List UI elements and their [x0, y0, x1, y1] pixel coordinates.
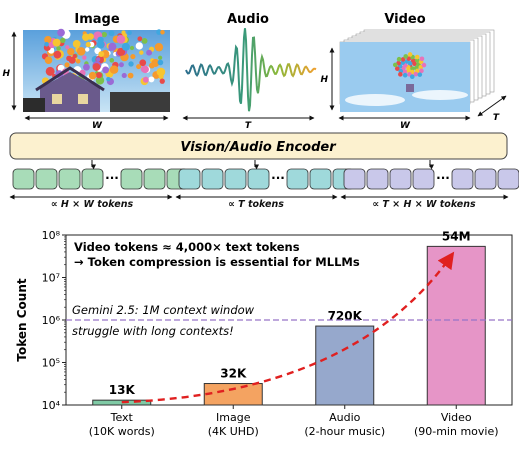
- x-tick-sublabel: (90-min movie): [414, 425, 499, 438]
- token-group-label-video: ∝ T × H × W tokens: [372, 199, 476, 210]
- video-height-label: H: [320, 75, 328, 85]
- token-ellipsis: ···: [436, 171, 450, 185]
- token-ellipsis: ···: [105, 171, 119, 185]
- bar-value-label: 720K: [328, 309, 363, 323]
- x-tick-label: Video: [441, 411, 472, 424]
- token-group-label-image: ∝ H × W tokens: [51, 199, 134, 210]
- token-block: [474, 168, 497, 190]
- token-block: [497, 168, 519, 190]
- encoder-box: [9, 132, 508, 160]
- audio-title: Audio: [227, 12, 269, 27]
- token-block: [366, 168, 389, 190]
- bar-image: [203, 383, 263, 406]
- token-ellipsis: ···: [271, 171, 285, 185]
- reference-text-2: struggle with long contexts!: [72, 324, 234, 338]
- token-block: [178, 168, 201, 190]
- y-tick-label: 10⁶: [42, 314, 61, 327]
- token-block: [120, 168, 143, 190]
- token-block: [81, 168, 104, 190]
- token-block: [58, 168, 81, 190]
- token-row: ··· ··· ···: [12, 160, 519, 190]
- y-tick-label: 10⁵: [42, 357, 60, 370]
- token-group-label-audio: ∝ T tokens: [228, 199, 284, 210]
- image-title: Image: [74, 12, 119, 27]
- bar-text: [92, 399, 152, 406]
- x-tick-sublabel: (4K UHD): [208, 425, 259, 438]
- token-block: [143, 168, 166, 190]
- token-block: [201, 168, 224, 190]
- annotation-line-1: Video tokens ≈ 4,000× text tokens: [74, 240, 300, 254]
- token-block: [12, 168, 35, 190]
- token-block: [286, 168, 309, 190]
- x-tick-sublabel: (10K words): [89, 425, 155, 438]
- token-block: [412, 168, 435, 190]
- audio-duration-label: T: [245, 121, 252, 131]
- token-count-chart: 10⁴ 10⁵ 10⁶ 10⁷ 10⁸ Token Count 13K Text(10K wo…: [15, 229, 513, 438]
- token-block: [35, 168, 58, 190]
- reference-text-1: Gemini 2.5: 1M context window: [72, 303, 255, 317]
- bar-video: [426, 245, 486, 406]
- token-block: [343, 168, 366, 190]
- y-tick-label: 10⁴: [42, 399, 61, 412]
- image-thumbnail: [23, 28, 170, 112]
- x-tick-label: Image: [216, 411, 251, 424]
- growth-arrow: [121, 251, 455, 404]
- token-block: [224, 168, 247, 190]
- y-tick-label: 10⁸: [42, 229, 61, 242]
- video-time-label: T: [493, 113, 500, 123]
- token-block: [309, 168, 332, 190]
- bar-value-label: 13K: [109, 383, 136, 397]
- annotation-line-2: → Token compression is essential for MLL…: [74, 255, 360, 269]
- image-width-label: W: [92, 121, 103, 131]
- token-block: [451, 168, 474, 190]
- token-block: [247, 168, 270, 190]
- video-title: Video: [384, 12, 425, 27]
- y-tick-label: 10⁷: [42, 272, 60, 285]
- y-axis-label: Token Count: [15, 278, 29, 361]
- image-height-label: H: [2, 69, 10, 79]
- audio-waveform: [185, 28, 317, 112]
- encoder-label: Vision/Audio Encoder: [180, 140, 337, 155]
- bar-value-label: 54M: [442, 229, 471, 243]
- bar-value-label: 32K: [220, 367, 247, 381]
- video-width-label: W: [400, 121, 411, 131]
- x-tick-sublabel: (2-hour music): [304, 425, 385, 438]
- video-frame-stack: [339, 29, 495, 112]
- token-block: [389, 168, 412, 190]
- x-tick-label: Audio: [329, 411, 361, 424]
- x-tick-label: Text: [110, 411, 134, 424]
